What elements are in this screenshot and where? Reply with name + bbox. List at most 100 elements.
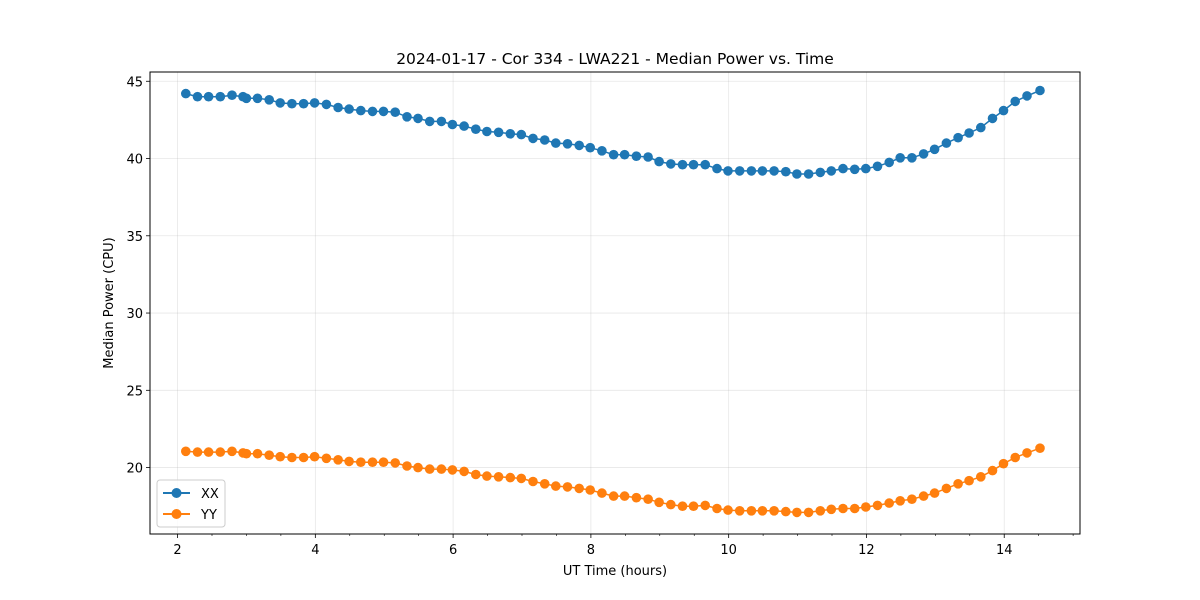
data-point-xx [700,159,710,170]
data-point-yy [815,506,826,516]
data-point-xx [918,149,929,159]
data-point-xx [574,140,584,151]
data-point-yy [402,461,412,471]
data-point-yy [493,472,504,482]
data-point-yy [1022,448,1032,458]
data-point-yy [344,456,354,467]
data-point-xx [287,98,297,109]
data-point-xx [964,128,974,138]
legend-marker-yy [171,509,182,519]
x-tick-label: 4 [311,543,319,558]
data-point-xx [907,153,917,163]
data-point-xx [792,169,802,179]
data-point-xx [998,105,1009,116]
data-point-yy [505,472,516,483]
data-point-xx [562,139,573,149]
data-point-xx [252,93,263,104]
data-point-xx [493,127,504,138]
data-point-yy [792,507,802,518]
legend-label-yy: YY [200,508,217,523]
data-point-xx [203,91,214,102]
data-point-yy [654,497,664,508]
data-point-xx [884,157,894,168]
series-line-xx [185,89,1041,175]
data-point-xx [631,151,642,161]
data-point-yy [1010,452,1020,463]
data-point-xx [275,98,286,108]
plot-frame [149,71,1081,535]
data-point-yy [688,501,699,512]
data-point-yy [436,464,447,474]
x-tick-label: 6 [449,543,457,558]
data-point-xx [1035,85,1045,96]
data-point-yy [884,498,894,508]
data-point-yy [849,503,860,514]
data-point-xx [459,121,469,131]
data-point-yy [528,476,538,487]
data-point-xx [723,166,733,176]
data-point-yy [447,465,458,475]
x-tick-label: 10 [720,543,737,558]
data-point-yy [666,499,676,510]
data-point-xx [815,167,826,178]
data-point-xx [781,166,791,177]
data-point-yy [298,452,309,463]
series-line-yy [185,447,1041,514]
legend-marker-xx [171,488,182,498]
data-point-yy [826,504,837,515]
data-point-xx [551,138,561,148]
data-point-xx [861,163,871,174]
data-point-xx [677,159,688,170]
data-point-xx [309,98,320,108]
data-point-xx [953,132,963,143]
data-point-xx [746,166,757,176]
data-point-xx [344,104,354,114]
data-point-yy [619,491,630,501]
data-point-xx [227,90,237,100]
chart-title: 2024-01-17 - Cor 334 - LWA221 - Median P… [396,50,834,68]
data-point-xx [181,88,191,99]
data-point-yy [539,479,550,489]
y-tick-label: 35 [126,230,143,245]
x-axis-label: UT Time (hours) [563,564,667,579]
data-point-yy [413,462,423,473]
data-point-yy [275,451,286,462]
data-point-yy [516,473,527,484]
data-point-yy [562,482,573,492]
data-point-xx [241,93,252,104]
data-point-yy [838,503,848,514]
data-point-xx [333,102,343,113]
data-point-yy [712,503,722,514]
data-point-xx [298,98,309,109]
data-point-xx [367,106,378,117]
data-point-yy [723,505,733,515]
x-tick-label: 14 [996,543,1013,558]
data-point-xx [643,152,653,162]
data-point-xx [654,156,664,167]
y-tick-label: 20 [126,462,143,477]
data-point-xx [757,166,768,176]
data-point-xx [424,116,435,127]
data-point-yy [631,492,642,503]
y-tick-label: 45 [126,75,143,90]
data-point-yy [378,457,389,468]
data-point-xx [402,112,412,122]
data-point-yy [953,479,963,489]
data-point-yy [356,457,366,468]
data-point-xx [872,161,883,172]
data-point-yy [1035,443,1045,454]
data-point-xx [516,129,527,140]
y-tick-label: 25 [126,384,143,399]
data-point-yy [264,450,275,461]
data-point-xx [688,159,699,170]
data-point-xx [505,129,516,139]
data-point-xx [803,169,814,179]
data-point-xx [929,144,940,155]
data-point-xx [321,99,332,110]
data-point-xx [378,106,389,117]
data-point-xx [192,91,203,102]
y-tick-label: 30 [126,307,143,322]
data-point-yy [367,457,378,468]
data-point-xx [734,166,745,176]
data-point-yy [872,500,883,511]
